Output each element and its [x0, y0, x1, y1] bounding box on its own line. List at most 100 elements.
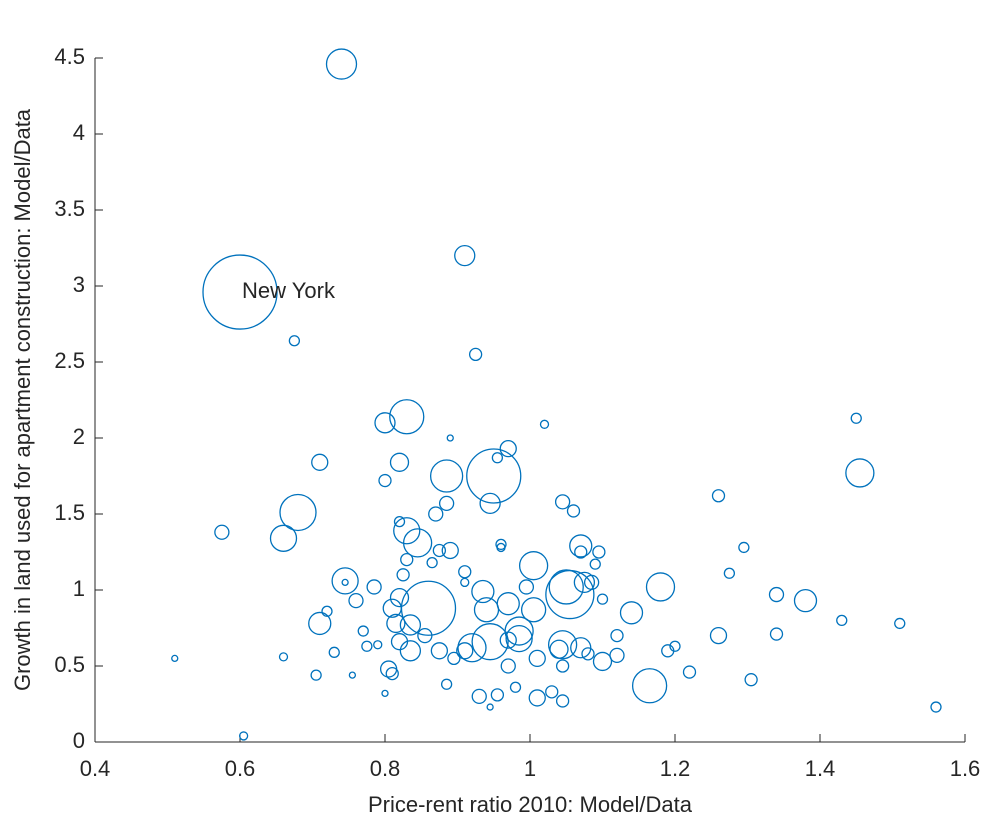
bubble [574, 545, 588, 559]
bubble [793, 588, 818, 613]
bubble [400, 552, 414, 567]
bubble [592, 651, 613, 672]
annotation: New York [242, 278, 336, 303]
bubble [400, 580, 457, 636]
bubble [894, 617, 906, 630]
bubble [645, 572, 676, 602]
bubble [348, 671, 357, 679]
bubble [214, 524, 230, 540]
bubble [610, 628, 624, 643]
bubble [471, 623, 509, 661]
bubble [682, 665, 697, 679]
bubble [581, 647, 595, 661]
bubble [399, 640, 422, 662]
y-tick-label: 4 [73, 120, 85, 145]
bubble [836, 614, 848, 627]
bubble [596, 593, 609, 605]
bubble [361, 640, 373, 652]
y-tick-label: 3 [73, 272, 85, 297]
bubble [528, 689, 546, 707]
bubble [308, 611, 332, 636]
bubble [499, 631, 517, 649]
bubble [366, 579, 382, 595]
bubble [545, 685, 559, 699]
bubble [378, 473, 392, 488]
bubble [373, 640, 383, 650]
bubble [357, 625, 369, 637]
bubble [393, 517, 421, 545]
x-tick-label: 1.2 [660, 756, 691, 781]
bubble [374, 412, 396, 434]
bubble [723, 567, 736, 579]
bubble [288, 335, 301, 347]
bubble [381, 689, 389, 698]
bubble [768, 586, 785, 603]
bubble [238, 731, 249, 741]
bubble [389, 587, 410, 608]
bubble [769, 627, 784, 641]
x-tick-label: 1.4 [805, 756, 836, 781]
bubble [447, 651, 461, 666]
bubble [441, 541, 459, 560]
bubble [460, 577, 470, 588]
x-axis-label: Price-rent ratio 2010: Model/Data [368, 792, 693, 817]
bubble [471, 688, 487, 705]
bubble [430, 642, 449, 660]
bubble [539, 419, 550, 429]
bubble [631, 668, 668, 704]
bubble [385, 666, 399, 681]
bubble [311, 453, 329, 471]
bubble [555, 659, 570, 673]
x-tick-label: 0.8 [370, 756, 401, 781]
bubble [509, 681, 522, 693]
y-tick-label: 1 [73, 576, 85, 601]
bubble [440, 678, 453, 690]
bubble [555, 694, 570, 708]
bubble [402, 528, 433, 558]
bubble [518, 579, 535, 595]
bubble [547, 630, 578, 660]
bubble [520, 597, 547, 623]
bubble [386, 613, 406, 634]
x-tick-label: 0.4 [80, 756, 111, 781]
bubble [845, 458, 875, 488]
bubble [505, 624, 533, 653]
bubble [573, 571, 596, 594]
y-tick-label: 2 [73, 424, 85, 449]
bubble [592, 545, 606, 559]
x-tick-label: 1.6 [950, 756, 981, 781]
bubble [738, 541, 750, 554]
bubble [279, 493, 317, 532]
bubble [432, 543, 447, 558]
bubble [389, 399, 425, 435]
bubble [426, 556, 438, 569]
bubble [499, 439, 517, 458]
bubble [202, 254, 278, 330]
bubble [569, 534, 593, 558]
bubble [429, 459, 464, 493]
bubble [518, 551, 549, 581]
bubble [570, 637, 592, 659]
bubble [609, 647, 625, 664]
y-tick-label: 3.5 [54, 196, 85, 221]
y-tick-label: 0.5 [54, 652, 85, 677]
bubble [500, 658, 516, 674]
bubble [341, 578, 349, 587]
y-tick-label: 1.5 [54, 500, 85, 525]
bubble [310, 669, 322, 681]
y-tick-label: 0 [73, 728, 85, 753]
bubble [850, 412, 862, 424]
bubble [396, 568, 410, 582]
bubble [711, 489, 726, 503]
bubble [471, 579, 495, 604]
bubble [930, 701, 942, 713]
bubble [479, 492, 501, 515]
bubble [417, 627, 433, 644]
bubble [495, 538, 507, 551]
bubble [458, 565, 472, 579]
bubble [389, 452, 410, 472]
bubble [348, 592, 364, 609]
bubble [466, 448, 522, 504]
bubble [446, 434, 454, 442]
